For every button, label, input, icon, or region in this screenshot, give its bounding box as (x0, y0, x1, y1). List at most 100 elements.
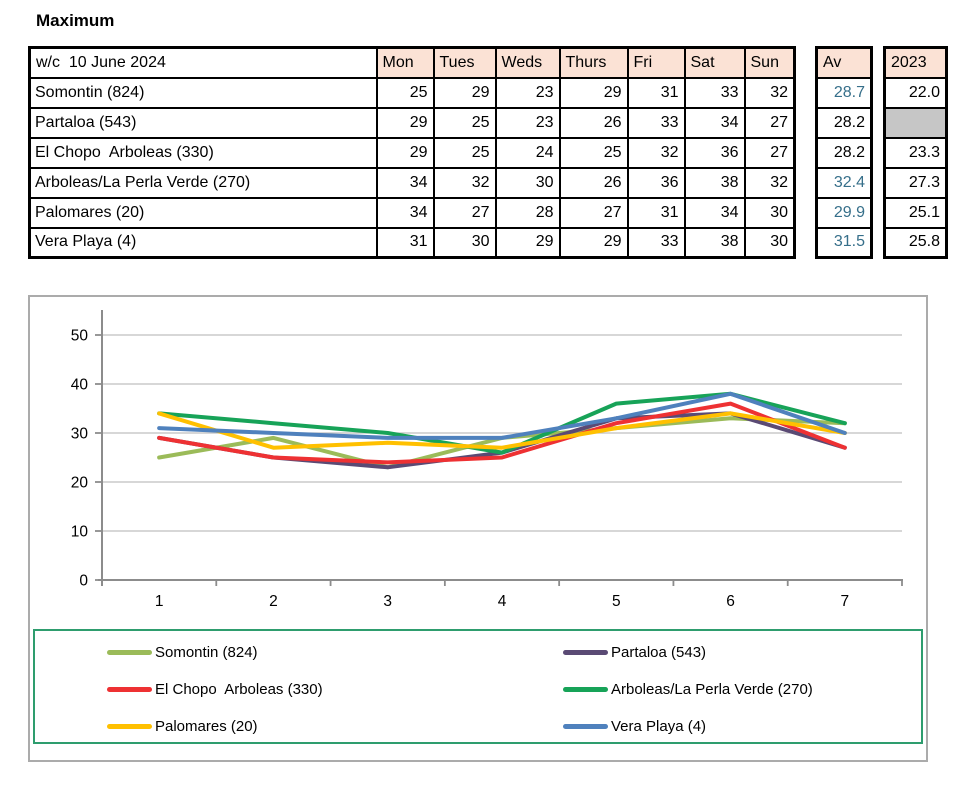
day-header-mon[interactable]: Mon (375, 46, 435, 79)
day-value-cell[interactable]: 34 (375, 196, 435, 229)
legend-swatch (107, 724, 152, 729)
prev-year-value-cell[interactable]: 25.8 (883, 226, 948, 259)
average-value-cell[interactable]: 28.7 (815, 76, 873, 109)
location-name-cell[interactable]: Somontin (824) (28, 76, 378, 109)
day-value-cell[interactable]: 29 (558, 76, 629, 109)
table-row: Partaloa (543) 29 25 23 26 33 34 27 (28, 106, 796, 139)
day-value-cell[interactable]: 32 (743, 76, 796, 109)
day-value-cell[interactable]: 25 (558, 136, 629, 169)
day-value-cell[interactable]: 29 (494, 226, 561, 259)
day-value-cell[interactable]: 25 (432, 136, 497, 169)
average-value-cell[interactable]: 32.4 (815, 166, 873, 199)
day-value-cell[interactable]: 33 (626, 226, 686, 259)
table-header-row: w/c 10 June 2024 Mon Tues Weds Thurs Fri Sat S… (28, 46, 796, 79)
day-value-cell[interactable]: 27 (743, 106, 796, 139)
table-row: Arboleas/La Perla Verde (270) 34 32 30 26 36 3… (28, 166, 796, 199)
day-value-cell[interactable]: 29 (375, 136, 435, 169)
day-value-cell[interactable]: 31 (626, 196, 686, 229)
legend-item[interactable]: Arboleas/La Perla Verde (270) (563, 681, 921, 698)
chart-plot-area: 0 10 20 30 40 50 1 2 3 4 5 6 7 (71, 310, 903, 610)
day-header-sun[interactable]: Sun (743, 46, 796, 79)
table-row: Palomares (20) 34 27 28 27 31 34 30 (28, 196, 796, 229)
day-value-cell[interactable]: 25 (432, 106, 497, 139)
week-label-cell[interactable]: w/c 10 June 2024 (28, 46, 378, 79)
day-value-cell[interactable]: 33 (683, 76, 746, 109)
average-value-cell[interactable]: 31.5 (815, 226, 873, 259)
legend-item[interactable]: Somontin (824) (107, 644, 563, 661)
legend-item[interactable]: Partaloa (543) (563, 644, 921, 661)
line-chart[interactable]: 0 10 20 30 40 50 1 2 3 4 5 6 7 Somontin (824) Partalo… (28, 295, 928, 762)
legend-item[interactable]: Vera Playa (4) (563, 718, 921, 735)
day-value-cell[interactable]: 33 (626, 106, 686, 139)
day-value-cell[interactable]: 38 (683, 226, 746, 259)
average-value-cell[interactable]: 28.2 (815, 106, 873, 139)
prev-year-value-cell[interactable]: 27.3 (883, 166, 948, 199)
prev-year-value-cell[interactable]: 23.3 (883, 136, 948, 169)
day-value-cell[interactable]: 30 (743, 226, 796, 259)
day-header-weds[interactable]: Weds (494, 46, 561, 79)
day-value-cell[interactable]: 29 (558, 226, 629, 259)
prev-year-column-table: 2023 22.0 23.3 27.3 25.1 25.8 (883, 46, 948, 259)
prev-year-value-cell[interactable]: 22.0 (883, 76, 948, 109)
y-tick-label: 30 (71, 426, 89, 443)
series-line[interactable] (157, 401, 847, 465)
day-value-cell[interactable]: 27 (743, 136, 796, 169)
av-header-cell[interactable]: Av (815, 46, 873, 79)
day-value-cell[interactable]: 26 (558, 166, 629, 199)
day-value-cell[interactable]: 30 (432, 226, 497, 259)
day-value-cell[interactable]: 38 (683, 166, 746, 199)
day-value-cell[interactable]: 34 (683, 196, 746, 229)
day-value-cell[interactable]: 34 (683, 106, 746, 139)
location-name-cell[interactable]: Partaloa (543) (28, 106, 378, 139)
average-value-cell[interactable]: 28.2 (815, 136, 873, 169)
location-name-cell[interactable]: Arboleas/La Perla Verde (270) (28, 166, 378, 199)
day-value-cell[interactable]: 32 (432, 166, 497, 199)
legend-label: El Chopo Arboleas (330) (155, 681, 323, 698)
sheet-title: Maximum (36, 11, 115, 30)
day-value-cell[interactable]: 30 (743, 196, 796, 229)
day-value-cell[interactable]: 27 (432, 196, 497, 229)
prev-year-header-cell[interactable]: 2023 (883, 46, 948, 79)
day-value-cell[interactable]: 34 (375, 166, 435, 199)
day-value-cell[interactable]: 27 (558, 196, 629, 229)
day-value-cell[interactable]: 24 (494, 136, 561, 169)
prev-year-row (883, 106, 948, 139)
day-value-cell[interactable]: 23 (494, 106, 561, 139)
x-tick-label: 1 (155, 593, 164, 610)
series-line[interactable] (157, 411, 847, 450)
y-tick-label: 50 (71, 328, 89, 345)
day-header-sat[interactable]: Sat (683, 46, 746, 79)
day-header-fri[interactable]: Fri (626, 46, 686, 79)
y-tick-label: 10 (71, 524, 89, 541)
day-header-tues[interactable]: Tues (432, 46, 497, 79)
location-name-cell[interactable]: El Chopo Arboleas (330) (28, 136, 378, 169)
day-value-cell[interactable]: 29 (375, 106, 435, 139)
day-value-cell[interactable]: 32 (743, 166, 796, 199)
legend-label: Arboleas/La Perla Verde (270) (611, 681, 813, 698)
day-value-cell[interactable]: 29 (432, 76, 497, 109)
day-value-cell[interactable]: 31 (626, 76, 686, 109)
location-name-cell[interactable]: Palomares (20) (28, 196, 378, 229)
empty-value-cell[interactable] (883, 106, 948, 139)
average-value-cell[interactable]: 29.9 (815, 196, 873, 229)
prev-year-row: 22.0 (883, 76, 948, 109)
day-value-cell[interactable]: 30 (494, 166, 561, 199)
av-row: 28.2 (815, 136, 873, 169)
location-name-cell[interactable]: Vera Playa (4) (28, 226, 378, 259)
series-line[interactable] (157, 391, 847, 440)
day-value-cell[interactable]: 26 (558, 106, 629, 139)
legend-swatch (563, 650, 608, 655)
prev-year-value-cell[interactable]: 25.1 (883, 196, 948, 229)
legend-item[interactable]: Palomares (20) (107, 718, 563, 735)
day-value-cell[interactable]: 28 (494, 196, 561, 229)
day-value-cell[interactable]: 36 (626, 166, 686, 199)
av-header-row: Av (815, 46, 873, 79)
day-value-cell[interactable]: 23 (494, 76, 561, 109)
day-value-cell[interactable]: 31 (375, 226, 435, 259)
legend-item[interactable]: El Chopo Arboleas (330) (107, 681, 563, 698)
day-header-thurs[interactable]: Thurs (558, 46, 629, 79)
average-column-table: Av 28.7 28.2 28.2 32.4 29.9 31.5 (815, 46, 873, 259)
day-value-cell[interactable]: 25 (375, 76, 435, 109)
day-value-cell[interactable]: 36 (683, 136, 746, 169)
day-value-cell[interactable]: 32 (626, 136, 686, 169)
